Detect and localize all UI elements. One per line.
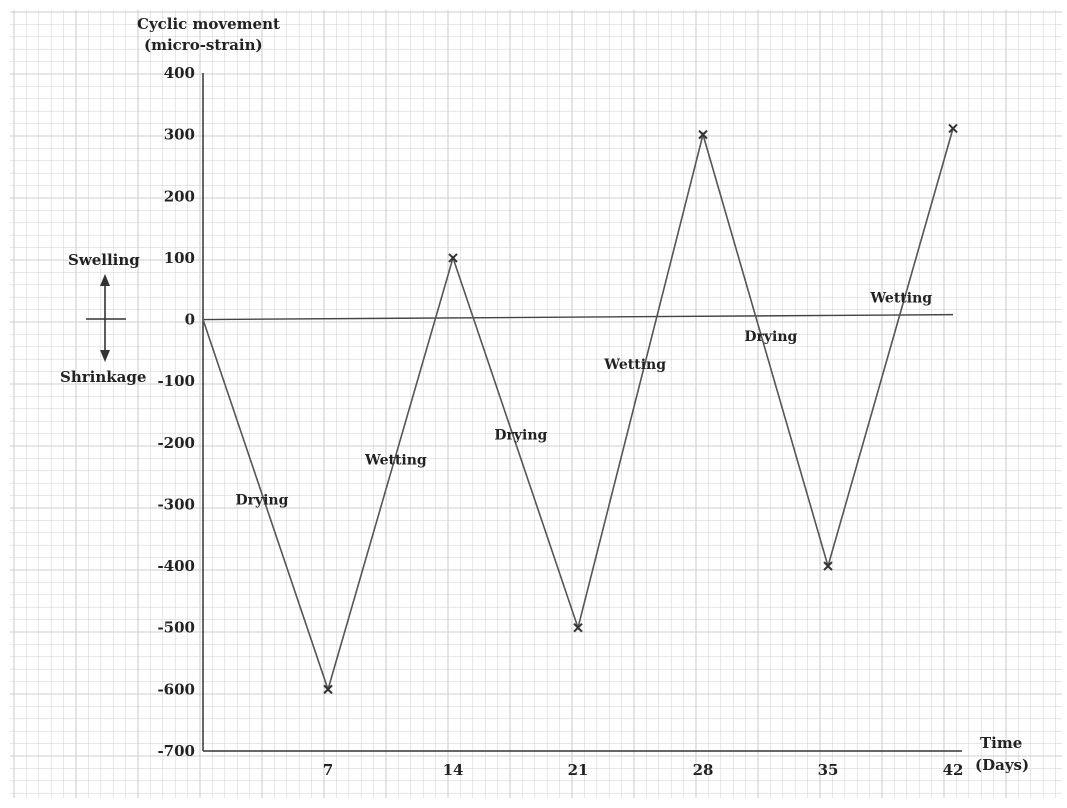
shrinkage-label: Shrinkage (60, 368, 146, 386)
data-point-marker (573, 623, 583, 633)
y-tick-label: 300 (164, 126, 195, 144)
data-point-marker (698, 129, 708, 140)
x-tick-label: 35 (818, 761, 839, 779)
data-point-marker (823, 561, 833, 571)
series (202, 123, 958, 695)
phase-label: Wetting (869, 290, 932, 306)
y-tick-label: -600 (157, 680, 195, 698)
y-tick-label: 200 (164, 187, 195, 205)
grid (10, 10, 1062, 798)
y-tick-label: -300 (157, 495, 195, 513)
x-tick-label: 42 (943, 761, 964, 779)
y-axis-title-line2: (micro-strain) (144, 36, 263, 54)
arrow-down-icon (100, 350, 110, 362)
zero-line (202, 313, 954, 321)
labels: Cyclic movement (micro-strain) Time (Day… (60, 15, 1029, 774)
x-tick-label: 21 (568, 761, 589, 779)
x-axis-title-line2: (Days) (975, 756, 1029, 774)
y-tick-label: 400 (164, 64, 195, 82)
arrow-up-icon (100, 274, 110, 286)
data-point-marker (323, 684, 333, 695)
y-tick-label: -400 (157, 557, 195, 575)
phase-label: Drying (494, 428, 547, 444)
y-tick-label: -500 (157, 619, 195, 637)
phase-label: Wetting (603, 357, 666, 373)
phase-labels: Drying Wetting Drying Wetting Drying Wetting (235, 290, 932, 508)
y-axis-title-line1: Cyclic movement (137, 15, 280, 33)
phase-label: Drying (744, 329, 797, 345)
swelling-shrinkage-arrow (86, 274, 126, 362)
x-tick-label: 7 (323, 761, 333, 779)
y-tick-label: 0 (185, 311, 195, 329)
y-tick-label: 100 (164, 249, 195, 267)
phase-label: Drying (235, 492, 288, 508)
x-tick-label: 14 (443, 761, 464, 779)
x-tick-label: 28 (693, 761, 714, 779)
y-tick-label: -700 (157, 742, 195, 760)
phase-label: Wetting (364, 452, 427, 468)
swelling-label: Swelling (68, 251, 140, 269)
axes: 400 300 200 100 0 -100 -200 -300 -400 -500 -600 -70… (157, 64, 963, 779)
x-axis-title-line1: Time (980, 734, 1022, 752)
y-tick-label: -100 (157, 372, 195, 390)
data-point-marker (948, 123, 958, 134)
data-point-marker (448, 253, 458, 263)
y-tick-label: -200 (157, 434, 195, 452)
